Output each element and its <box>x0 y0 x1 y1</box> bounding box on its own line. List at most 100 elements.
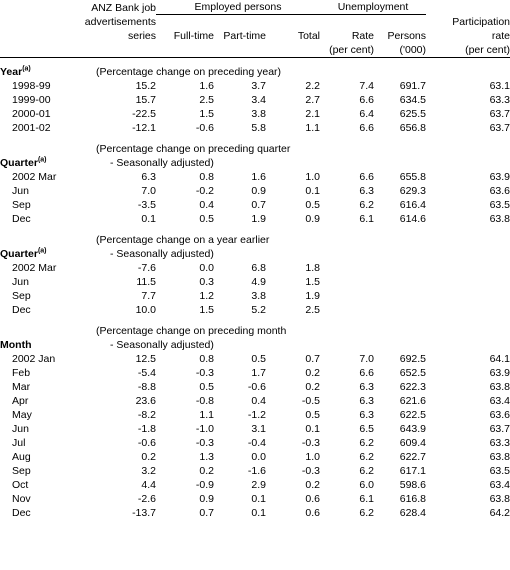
anz-ads-cell: -5.4 <box>137 366 156 379</box>
anz-ads-cell: 11.5 <box>136 275 156 288</box>
part-time-cell: -1.6 <box>247 464 266 477</box>
part-time-cell: 5.8 <box>251 121 266 134</box>
total-cell: 0.7 <box>305 352 321 365</box>
section-title-row: Year(a) (Percentage change on preceding y… <box>0 65 510 79</box>
unemployment-rate-cell: 6.1 <box>359 212 375 225</box>
full-time-cell: -0.8 <box>195 394 214 407</box>
total-cell: 1.5 <box>305 275 321 288</box>
anz-ads-cell: 23.6 <box>135 394 156 407</box>
participation-rate-cell <box>426 261 510 275</box>
table-header: ANZ Bank job Employed persons Unemployme… <box>0 0 510 58</box>
period-cell: Mar <box>12 380 31 393</box>
table-row: Jul -0.6 -0.3 -0.4 -0.3 6.2 609.4 63.3 <box>0 436 510 450</box>
full-time-cell: 1.6 <box>199 79 214 92</box>
total-cell: 0.1 <box>305 184 321 197</box>
total-cell: 0.2 <box>305 478 321 491</box>
unemployed-persons-cell <box>374 303 426 317</box>
part-time-cell: 3.7 <box>251 79 266 92</box>
rate-header-line2: (per cent) <box>320 42 375 58</box>
table-row: Jun -1.8 -1.0 3.1 0.1 6.5 643.9 63.7 <box>0 422 510 436</box>
part-time-cell: 3.4 <box>251 93 266 106</box>
total-cell: 0.5 <box>305 198 321 211</box>
unemployed-persons-cell: 692.5 <box>399 352 427 365</box>
period-cell: Sep <box>12 289 31 302</box>
section-note: (Percentage change on preceding year) <box>96 65 282 78</box>
unemployed-persons-cell: 622.5 <box>399 408 427 421</box>
total-cell: -0.5 <box>301 394 321 407</box>
unemployed-persons-cell: 643.9 <box>399 422 427 435</box>
participation-rate-cell: 63.8 <box>489 380 510 393</box>
unemployed-persons-cell: 616.8 <box>399 492 427 505</box>
full-time-cell: -1.0 <box>195 422 214 435</box>
anz-header-line3: series <box>127 29 156 42</box>
section-title: Quarter(a) <box>0 247 76 261</box>
participation-rate-cell: 63.9 <box>489 170 510 183</box>
participation-rate-cell <box>426 275 510 289</box>
period-cell: Sep <box>12 464 31 477</box>
full-time-cell: 0.2 <box>199 464 214 477</box>
part-time-cell: 0.1 <box>251 506 266 519</box>
part-time-cell: 0.0 <box>251 450 266 463</box>
part-time-cell: 3.8 <box>251 107 266 120</box>
period-cell: Aug <box>12 450 31 463</box>
anz-ads-cell: 4.4 <box>141 478 156 491</box>
table-row: Sep -3.5 0.4 0.7 0.5 6.2 616.4 63.5 <box>0 198 510 212</box>
part-time-cell: 6.8 <box>251 261 266 274</box>
participation-rate-cell: 63.3 <box>489 436 510 449</box>
part-time-cell: -0.4 <box>247 436 266 449</box>
period-cell: Apr <box>12 394 29 407</box>
total-cell: 2.1 <box>305 107 321 120</box>
section-note-row: (Percentage change on preceding quarter <box>0 142 510 156</box>
section-note: (Percentage change on a year earlier <box>96 233 270 246</box>
anz-ads-cell: 7.0 <box>141 184 156 197</box>
anz-ads-cell: -0.6 <box>137 436 156 449</box>
period-cell: Jul <box>12 436 26 449</box>
anz-ads-cell: 0.1 <box>141 212 156 225</box>
full-time-cell: -0.3 <box>195 436 214 449</box>
total-cell: 0.9 <box>305 212 321 225</box>
period-cell: 1999-00 <box>12 93 51 106</box>
table-row: 2002 Jan 12.5 0.8 0.5 0.7 7.0 692.5 64.1 <box>0 352 510 366</box>
unemployed-persons-cell <box>374 261 426 275</box>
period-cell: Nov <box>12 492 31 505</box>
total-cell: 2.7 <box>305 93 321 106</box>
total-cell: 1.0 <box>305 170 321 183</box>
full-time-cell: 0.4 <box>199 198 214 211</box>
full-time-cell: 0.9 <box>199 492 214 505</box>
anz-ads-cell: -8.8 <box>137 380 156 393</box>
anz-ads-cell: -3.5 <box>137 198 156 211</box>
unemployment-rate-cell: 6.3 <box>359 184 375 197</box>
total-cell: -0.3 <box>301 464 321 477</box>
anz-ads-cell: -12.1 <box>132 121 156 134</box>
unemployment-rate-cell: 6.6 <box>359 366 375 379</box>
section-title-row: Month - Seasonally adjusted) <box>0 338 510 352</box>
table-row: Jun 11.5 0.3 4.9 1.5 <box>0 275 510 289</box>
unemployed-persons-cell: 622.3 <box>399 380 427 393</box>
period-cell: Oct <box>12 478 29 491</box>
table-row: 2002 Mar -7.6 0.0 6.8 1.8 <box>0 261 510 275</box>
table-body: Year(a) (Percentage change on preceding y… <box>0 57 510 520</box>
unemployment-rate-cell: 6.0 <box>359 478 375 491</box>
participation-rate-cell <box>426 289 510 303</box>
unemployment-rate-cell <box>320 275 374 289</box>
total-cell: 0.5 <box>305 408 321 421</box>
anz-ads-cell: 15.2 <box>135 79 156 92</box>
participation-rate-cell: 63.7 <box>489 107 510 120</box>
anz-ads-cell: 3.2 <box>141 464 156 477</box>
total-cell: 1.8 <box>305 261 321 274</box>
total-cell: 0.2 <box>305 380 321 393</box>
full-time-cell: 0.8 <box>199 352 214 365</box>
participation-rate-cell: 63.1 <box>489 79 510 92</box>
section-note: (Percentage change on preceding month <box>96 324 287 337</box>
participation-header-line2: rate <box>491 29 510 42</box>
section-title-text: Quarter <box>0 247 38 260</box>
part-time-cell: 1.6 <box>251 170 266 183</box>
unemployed-persons-cell: 614.6 <box>399 212 427 225</box>
anz-ads-cell: 12.5 <box>135 352 156 365</box>
unemployment-rate-cell: 6.2 <box>359 450 375 463</box>
unemployment-rate-cell: 6.6 <box>359 121 375 134</box>
participation-rate-cell: 63.6 <box>489 184 510 197</box>
total-cell: 0.6 <box>305 506 321 519</box>
unemployment-rate-cell <box>320 303 374 317</box>
total-cell: 1.9 <box>305 289 321 302</box>
